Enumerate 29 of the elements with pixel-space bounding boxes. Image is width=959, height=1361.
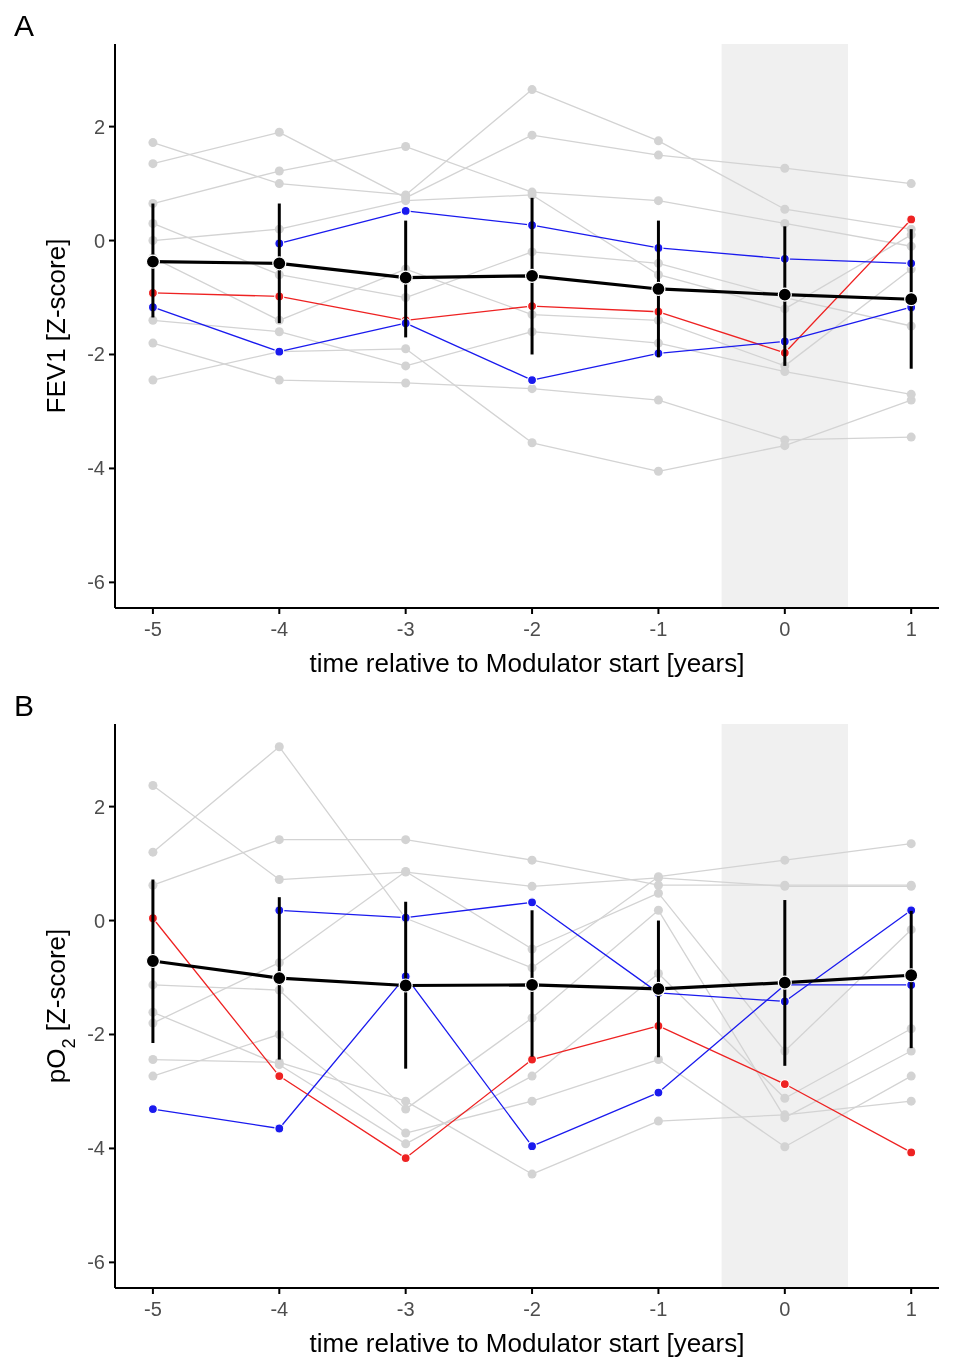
y-axis-title: FEV1 [Z-score] [41,238,71,414]
x-tick-label: -4 [270,1298,289,1320]
y-tick-label: 2 [93,795,105,818]
x-tick-label: 1 [905,1298,917,1320]
y-tick-label: -4 [87,457,105,480]
x-tick-label: -3 [396,618,415,640]
y-tick-label: 0 [93,229,105,252]
y-tick-label: 2 [93,115,105,138]
y-tick-label: -6 [87,571,105,594]
y-tick-label: -4 [87,1137,105,1160]
x-axis-title: time relative to Modulator start [years] [309,1328,745,1358]
y-tick-label: -2 [87,1023,105,1046]
x-tick-label: -1 [649,618,668,640]
x-tick-label: -4 [270,618,289,640]
y-tick-label: -2 [87,343,105,366]
x-tick-label: 0 [779,618,791,640]
y-tick-label: -6 [87,1251,105,1274]
x-tick-label: -5 [144,1298,162,1320]
x-tick-label: 0 [779,1298,791,1320]
x-tick-label: -2 [523,1298,541,1320]
x-tick-label: -1 [649,1298,668,1320]
chart-title: A [14,9,35,42]
x-tick-label: -5 [144,618,162,640]
x-tick-label: 1 [905,618,917,640]
x-tick-label: -3 [396,1298,415,1320]
x-tick-label: -2 [523,618,541,640]
chart-title: B [14,689,35,722]
y-tick-label: 0 [93,909,105,932]
x-axis-title: time relative to Modulator start [years] [309,648,745,678]
